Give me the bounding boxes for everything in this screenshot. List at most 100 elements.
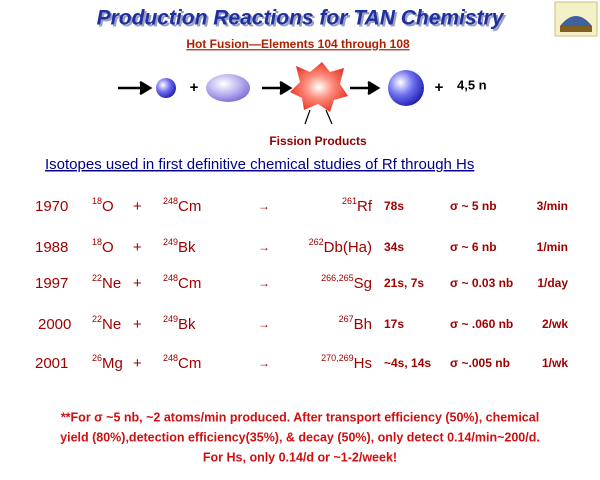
half-life: ~4s, 14s xyxy=(384,356,431,370)
product-mass: 266,265 xyxy=(321,273,354,283)
beam-symbol: O xyxy=(102,198,114,215)
cross-section: σ ~ .060 nb xyxy=(450,317,513,331)
heading: Isotopes used in first definitive chemic… xyxy=(45,156,474,173)
plus-sign: + xyxy=(190,79,199,96)
target-mass: 249 xyxy=(163,237,178,247)
half-life: 21s, 7s xyxy=(384,276,424,290)
arrow: → xyxy=(258,240,270,254)
rate: 1/day xyxy=(537,276,568,290)
footnote-line: **For σ ~5 nb, ~2 atoms/min produced. Af… xyxy=(61,410,539,424)
year: 1988 xyxy=(35,239,68,256)
beam-mass: 18 xyxy=(92,196,102,206)
target-mass: 248 xyxy=(163,353,178,363)
plus-sign: + xyxy=(133,239,142,256)
year: 1997 xyxy=(35,275,68,292)
rate: 2/wk xyxy=(542,317,568,331)
half-life: 78s xyxy=(384,199,404,213)
table-row: 1997 22Ne +248Cm → 266,265Sg 21s, 7s σ ~ 0.03 … xyxy=(35,273,568,292)
beam: 22Ne xyxy=(92,273,121,292)
title: Production Reactions for TAN Chemistry xyxy=(97,7,505,30)
target: 248Cm xyxy=(163,196,201,215)
table-row: 2001 26Mg +248Cm → 270,269Hs ~4s, 14s σ ~.005 … xyxy=(35,353,568,372)
target-symbol: Bk xyxy=(178,239,196,256)
table-row: 1970 18O +248Cm → 261Rf 78s σ ~ 5 nb 3/min xyxy=(35,196,568,215)
product-symbol: Bh xyxy=(354,316,372,333)
beam-mass: 18 xyxy=(92,237,102,247)
cross-section: σ ~.005 nb xyxy=(450,356,510,370)
beam-symbol: Mg xyxy=(102,355,123,372)
neutrons-label: 4,5 n xyxy=(457,77,487,92)
beam-symbol: Ne xyxy=(102,316,121,333)
cross-section: σ ~ 5 nb xyxy=(450,199,497,213)
table-row: 2000 22Ne +249Bk → 267Bh 17s σ ~ .060 nb 2/wk xyxy=(38,314,568,333)
diagram xyxy=(118,80,381,125)
rate: 3/min xyxy=(537,199,568,213)
beam: 18O xyxy=(92,237,114,256)
product-symbol: Hs xyxy=(354,355,372,372)
beam-mass: 22 xyxy=(92,273,102,283)
product: 267Bh xyxy=(339,314,372,333)
product-symbol: Rf xyxy=(357,198,373,215)
plus-sign: + xyxy=(133,355,142,372)
footnote-line: For Hs, only 0.14/d or ~1-2/week! xyxy=(203,450,397,464)
year: 1970 xyxy=(35,198,68,215)
footnote-line: yield (80%),detection efficiency(35%), &… xyxy=(60,430,540,444)
cross-section: σ ~ 6 nb xyxy=(450,240,497,254)
arrow: → xyxy=(258,199,270,213)
target: 248Cm xyxy=(163,353,201,372)
title-shadow: Production Reactions for TAN Chemistry xyxy=(99,9,507,32)
half-life: 34s xyxy=(384,240,404,254)
product: 261Rf xyxy=(342,196,373,215)
year: 2001 xyxy=(35,355,68,372)
product: 266,265Sg xyxy=(321,273,372,292)
fission-label: Fission Products xyxy=(269,134,367,148)
product-mass: 262 xyxy=(309,237,324,247)
half-life: 17s xyxy=(384,317,404,331)
cross-section: σ ~ 0.03 nb xyxy=(450,276,513,290)
target-symbol: Cm xyxy=(178,198,201,215)
beam: 18O xyxy=(92,196,114,215)
table-row: 1988 18O +249Bk → 262Db(Ha) 34s σ ~ 6 nb 1/min xyxy=(35,237,568,256)
product-nucleus xyxy=(388,70,424,106)
beam-mass: 22 xyxy=(92,314,102,324)
subtitle: Hot Fusion—Elements 104 through 108 xyxy=(186,37,410,51)
beam-mass: 26 xyxy=(92,353,102,363)
target-mass: 248 xyxy=(163,196,178,206)
target: 249Bk xyxy=(163,314,196,333)
beam: 22Ne xyxy=(92,314,121,333)
rate: 1/wk xyxy=(542,356,568,370)
plus-sign: + xyxy=(133,198,142,215)
projectile xyxy=(156,78,176,98)
plus-sign: + xyxy=(435,79,444,96)
product: 270,269Hs xyxy=(321,353,372,372)
year: 2000 xyxy=(38,316,71,333)
footnote: **For σ ~5 nb, ~2 atoms/min produced. Af… xyxy=(60,410,540,464)
target: 248Cm xyxy=(163,273,201,292)
plus-sign: + xyxy=(133,316,142,333)
product: 262Db(Ha) xyxy=(309,237,372,256)
arrow: → xyxy=(258,276,270,290)
rate: 1/min xyxy=(537,240,568,254)
logo xyxy=(554,1,598,37)
product-mass: 267 xyxy=(339,314,354,324)
arrow: → xyxy=(258,317,270,331)
product-mass: 261 xyxy=(342,196,357,206)
target-symbol: Cm xyxy=(178,275,201,292)
beam: 26Mg xyxy=(92,353,123,372)
target-mass: 248 xyxy=(163,273,178,283)
target-symbol: Cm xyxy=(178,355,201,372)
plus-sign: + xyxy=(133,275,142,292)
product-mass: 270,269 xyxy=(321,353,354,363)
product-symbol: Db(Ha) xyxy=(324,239,372,256)
beam-symbol: O xyxy=(102,239,114,256)
compound-nucleus xyxy=(290,62,348,112)
target-symbol: Bk xyxy=(178,316,196,333)
arrow: → xyxy=(258,356,270,370)
target: 249Bk xyxy=(163,237,196,256)
target-mass: 249 xyxy=(163,314,178,324)
beam-symbol: Ne xyxy=(102,275,121,292)
target-nucleus xyxy=(206,74,250,102)
product-symbol: Sg xyxy=(354,275,372,292)
